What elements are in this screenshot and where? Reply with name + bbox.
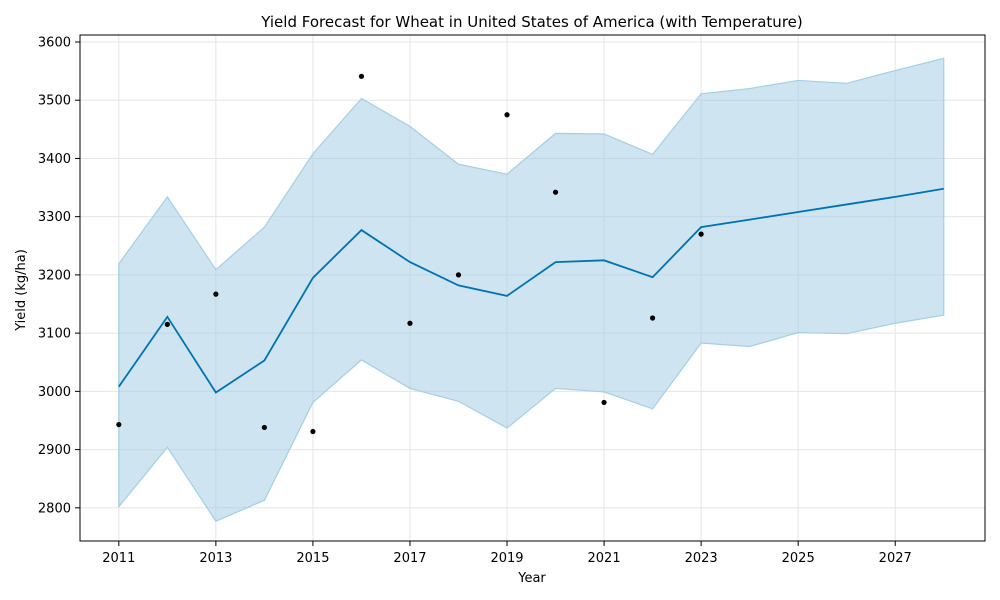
y-axis-title: Yield (kg/ha) bbox=[14, 249, 29, 332]
forecast-line-group bbox=[118, 187, 944, 394]
observed-points bbox=[116, 73, 704, 435]
y-tick-label: 3300 bbox=[38, 210, 71, 225]
observed-point bbox=[601, 399, 607, 406]
observed-point bbox=[164, 321, 170, 327]
observed-point bbox=[504, 112, 510, 118]
y-tick-label: 3500 bbox=[38, 94, 71, 109]
y-tick-label: 3200 bbox=[38, 268, 71, 283]
x-tick-label: 2017 bbox=[393, 551, 426, 566]
observed-point bbox=[552, 189, 559, 195]
x-axis-title: Year bbox=[517, 571, 546, 586]
observed-point bbox=[310, 428, 316, 435]
observed-point bbox=[407, 320, 413, 326]
x-tick-label: 2027 bbox=[879, 551, 912, 566]
x-tick-label: 2019 bbox=[490, 551, 523, 566]
y-tick-label: 2900 bbox=[38, 443, 71, 458]
chart-title: Yield Forecast for Wheat in United State… bbox=[260, 13, 803, 31]
observed-point bbox=[213, 291, 219, 297]
y-tick-label: 3400 bbox=[38, 152, 71, 167]
x-tick-label: 2015 bbox=[296, 551, 329, 566]
x-tick-label: 2021 bbox=[588, 551, 621, 566]
observed-point bbox=[698, 231, 704, 237]
x-axis-ticks: 2011 2013 2015 2017 2019 2021 2023 2025 2027 bbox=[102, 541, 912, 566]
y-tick-label: 3600 bbox=[38, 35, 71, 50]
forecast-line bbox=[118, 187, 944, 394]
x-tick-label: 2023 bbox=[685, 551, 718, 566]
axes bbox=[79, 34, 986, 542]
y-tick-label: 2800 bbox=[38, 501, 71, 516]
observed-point bbox=[358, 73, 365, 79]
observed-point bbox=[261, 424, 267, 431]
plot-frame bbox=[79, 34, 986, 542]
y-tick-label: 3100 bbox=[38, 327, 71, 342]
observed-point bbox=[650, 315, 656, 321]
y-axis-ticks: 2800 2900 3000 3100 3200 3300 3400 3500 3600 bbox=[38, 35, 80, 516]
observed-point bbox=[116, 421, 122, 428]
confidence-band bbox=[118, 57, 945, 522]
observed-point bbox=[455, 272, 462, 278]
x-tick-label: 2013 bbox=[199, 551, 232, 566]
y-tick-label: 3000 bbox=[38, 385, 71, 400]
x-tick-label: 2025 bbox=[782, 551, 815, 566]
x-tick-label: 2011 bbox=[102, 551, 135, 566]
confidence-band-area bbox=[118, 57, 945, 522]
